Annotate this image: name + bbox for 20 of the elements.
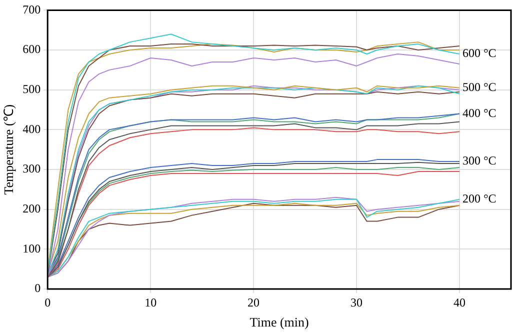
y-tick-label: 400 xyxy=(22,122,41,136)
annotation: 200 °C xyxy=(462,192,496,206)
y-tick-label: 300 xyxy=(22,162,41,176)
annotation: 500 °C xyxy=(462,80,496,94)
y-tick-label: 700 xyxy=(22,2,41,16)
x-tick-label: 10 xyxy=(144,295,157,310)
y-tick-label: 600 xyxy=(22,42,41,56)
x-tick-label: 20 xyxy=(248,295,260,310)
y-tick-label: 0 xyxy=(34,281,41,296)
y-axis-title: Temperature (℃) xyxy=(1,104,16,195)
annotation: 400 °C xyxy=(462,106,496,120)
annotation: 600 °C xyxy=(462,46,496,60)
y-tick-label: 100 xyxy=(22,241,41,256)
x-tick-label: 30 xyxy=(350,295,363,310)
y-tick-label: 200 xyxy=(22,202,41,216)
annotation: 300 °C xyxy=(462,154,496,168)
x-axis-title: Time (min) xyxy=(250,314,309,330)
y-tick-label: 500 xyxy=(22,82,41,96)
x-tick-label: 40 xyxy=(454,295,466,310)
x-tick-label: 0 xyxy=(44,295,51,310)
